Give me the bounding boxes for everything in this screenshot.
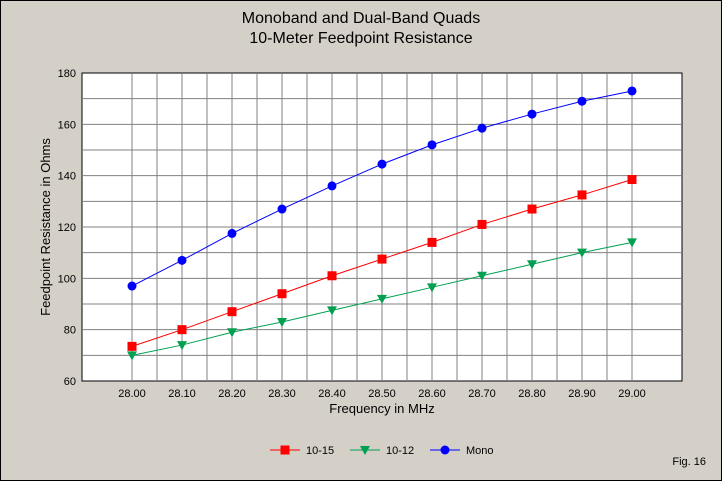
- data-point-circle: [227, 228, 237, 238]
- x-tick-label: 28.40: [318, 388, 346, 400]
- data-point-triangle: [527, 260, 537, 270]
- data-point-square: [427, 237, 437, 247]
- series-10-15: [127, 175, 637, 351]
- data-point-triangle: [627, 238, 637, 248]
- data-point-triangle: [277, 317, 287, 327]
- legend-item-10-15: 10-15: [270, 445, 334, 457]
- data-point-circle: [577, 96, 587, 106]
- x-axis-label: Frequency in MHz: [329, 401, 434, 416]
- x-tick-label: 28.80: [518, 388, 546, 400]
- legend-label: 10-15: [306, 445, 334, 457]
- x-tick-label: 28.10: [168, 388, 196, 400]
- data-point-triangle: [177, 341, 187, 351]
- data-point-triangle: [360, 446, 370, 455]
- x-tick-label: 28.00: [118, 388, 146, 400]
- data-point-square: [327, 271, 337, 281]
- x-tick-label: 28.30: [268, 388, 296, 400]
- data-point-triangle: [227, 328, 237, 338]
- data-point-triangle: [477, 271, 487, 281]
- data-point-square: [577, 190, 587, 200]
- series-10-12: [127, 238, 637, 361]
- y-tick-label: 80: [64, 325, 76, 337]
- data-point-circle: [477, 123, 487, 133]
- legend-item-10-12: 10-12: [350, 445, 414, 457]
- data-point-circle: [427, 140, 437, 150]
- data-point-square: [127, 341, 137, 351]
- data-point-circle: [277, 204, 287, 214]
- data-point-triangle: [427, 283, 437, 293]
- data-point-triangle: [127, 351, 137, 361]
- y-tick-label: 160: [58, 119, 76, 131]
- series-layer: [127, 86, 637, 361]
- x-tick-label: 29.00: [618, 388, 646, 400]
- data-point-square: [277, 289, 287, 299]
- x-tick-label: 28.70: [468, 388, 496, 400]
- data-point-circle: [440, 445, 450, 455]
- y-tick-label: 100: [58, 273, 76, 285]
- data-point-triangle: [377, 294, 387, 304]
- y-tick-label: 60: [64, 376, 76, 388]
- y-tick-label: 180: [58, 68, 76, 80]
- legend-item-mono: Mono: [430, 445, 494, 457]
- x-tick-label: 28.50: [368, 388, 396, 400]
- x-tick-label: 28.60: [418, 388, 446, 400]
- data-point-circle: [627, 86, 637, 96]
- y-tick-label: 140: [58, 171, 76, 183]
- data-point-circle: [327, 181, 337, 191]
- figure-label: Fig. 16: [672, 456, 706, 468]
- data-point-square: [527, 204, 537, 214]
- data-point-square: [280, 445, 290, 455]
- data-point-square: [477, 219, 487, 229]
- data-point-circle: [377, 159, 387, 169]
- data-point-square: [627, 175, 637, 185]
- data-point-circle: [177, 255, 187, 265]
- x-tick-label: 28.90: [568, 388, 596, 400]
- data-point-circle: [527, 109, 537, 119]
- tick-layer: 60 80 100 120 140 160 180 28.00 28.10 28.20 28.30 2…: [58, 68, 646, 400]
- data-point-square: [177, 325, 187, 335]
- legend-label: 10-12: [386, 445, 414, 457]
- data-point-triangle: [327, 306, 337, 316]
- chart-subtitle: 10-Meter Feedpoint Resistance: [249, 30, 472, 47]
- data-point-circle: [127, 281, 137, 291]
- series-mono: [127, 86, 637, 291]
- data-point-triangle: [577, 248, 587, 258]
- data-point-square: [377, 254, 387, 264]
- y-axis-label: Feedpoint Resistance in Ohms: [38, 138, 53, 316]
- chart-title: Monoband and Dual-Band Quads: [242, 10, 480, 27]
- x-tick-label: 28.20: [218, 388, 246, 400]
- legend-label: Mono: [466, 445, 494, 457]
- y-tick-label: 120: [58, 222, 76, 234]
- legend: 10-15 10-12 Mono: [270, 445, 494, 457]
- data-point-square: [227, 307, 237, 317]
